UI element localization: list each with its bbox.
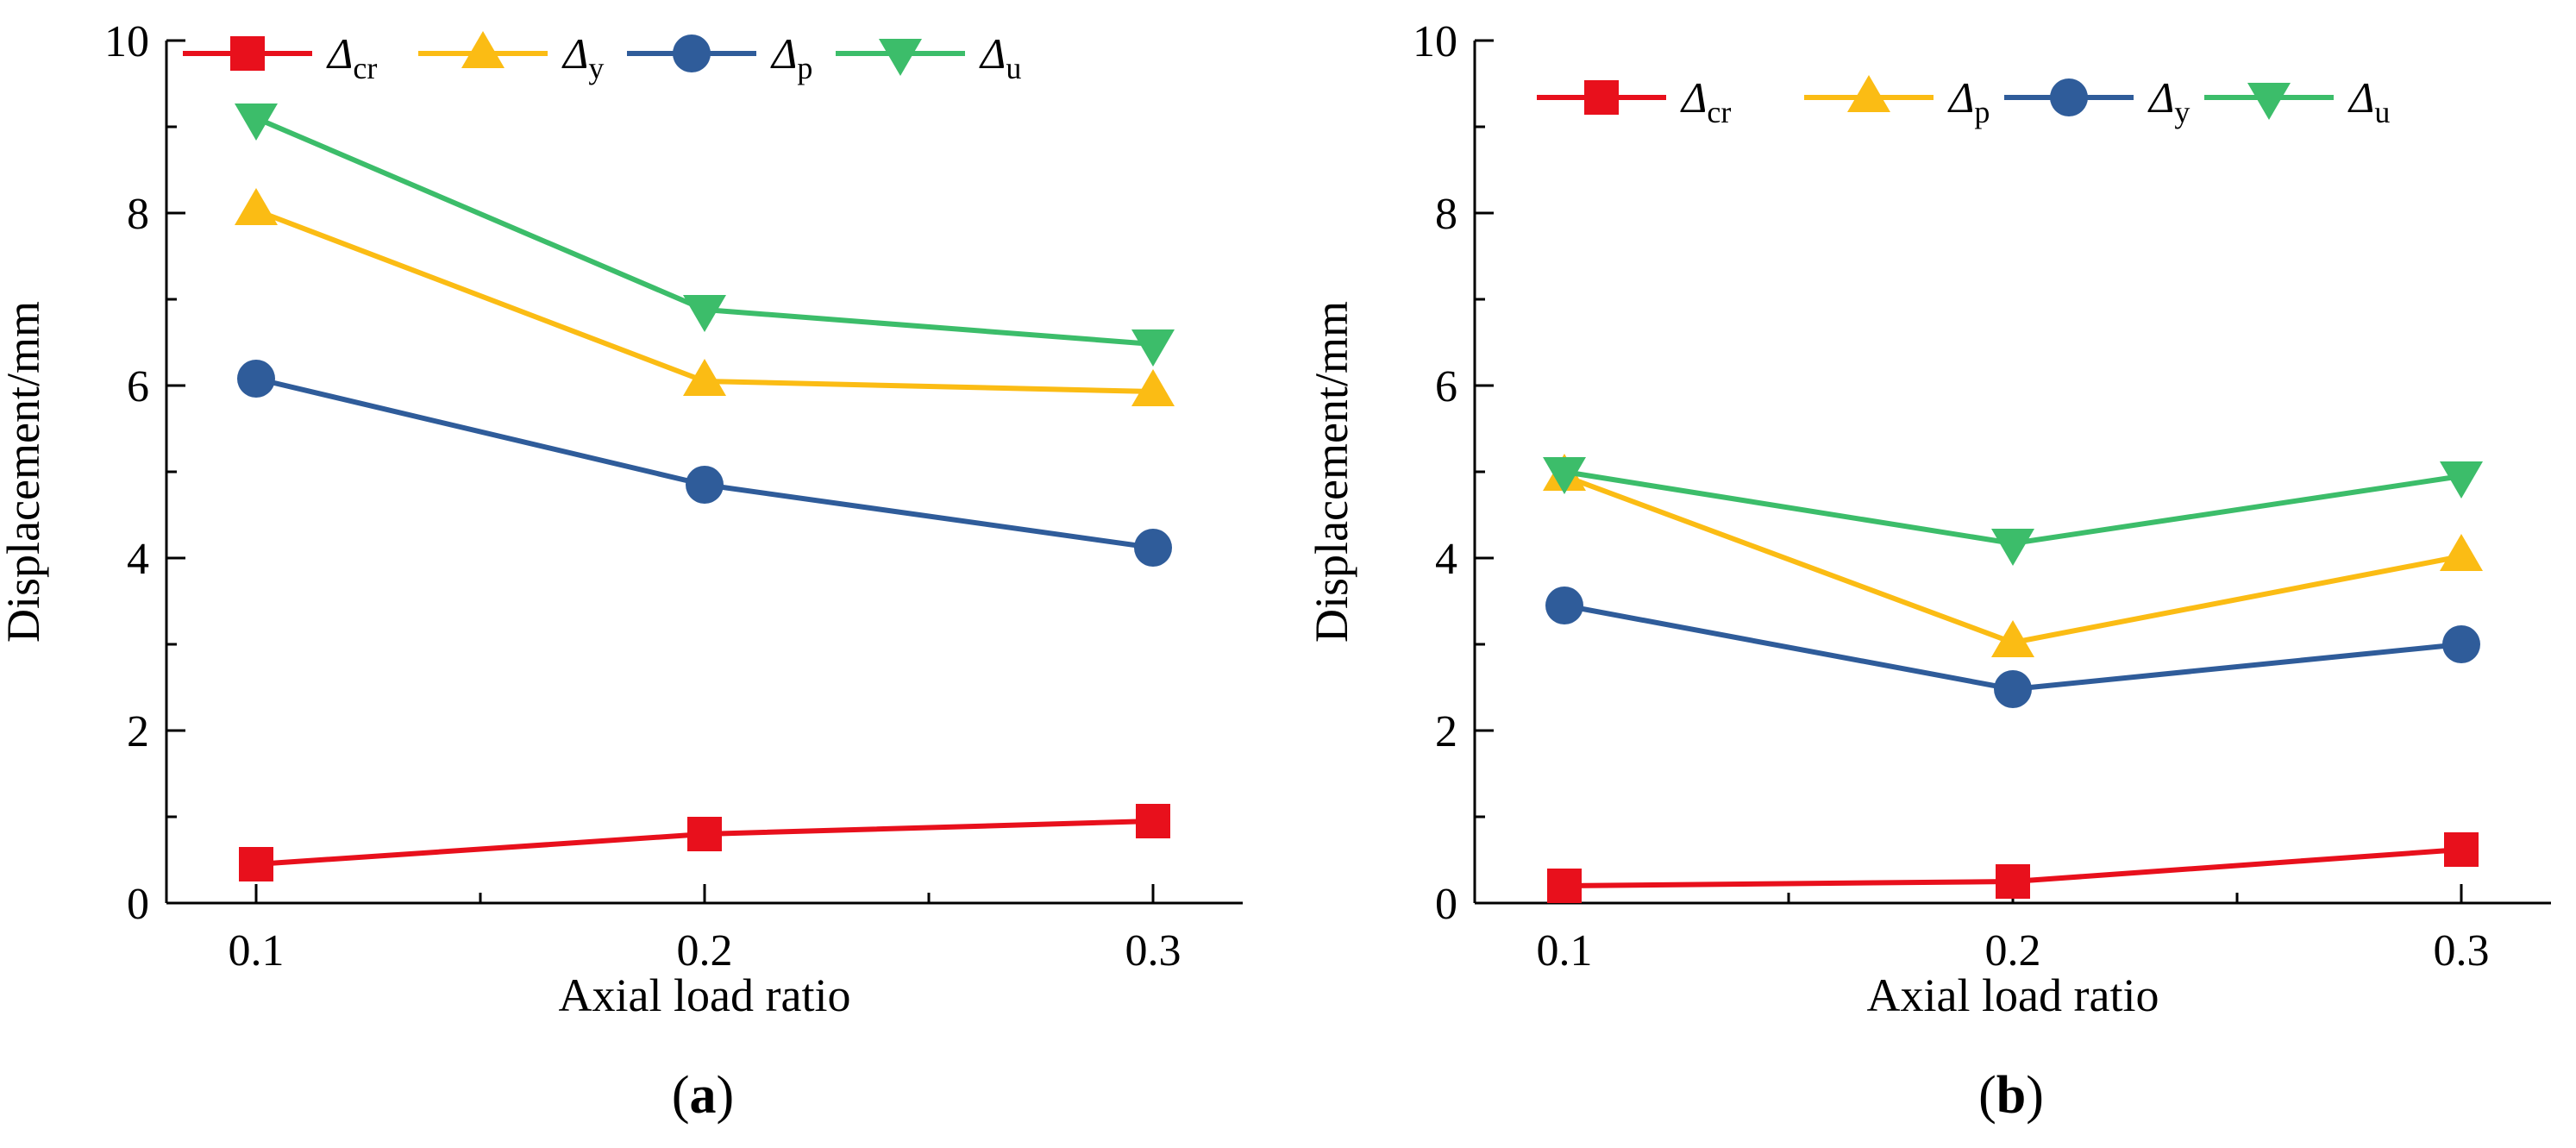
chart-panel-b: 0 2 4 6 8 10 0.1 0.2 0.3 Axial load ratio Displace… (1288, 0, 2576, 1148)
y-axis-label: Displacement/mm (1306, 301, 1357, 643)
y-tick-label: 10 (1413, 17, 1457, 66)
series-y (1545, 587, 2480, 708)
legend-entry-p: Δp (627, 29, 812, 85)
data-point-p (237, 360, 275, 398)
y-tick-label: 6 (1435, 362, 1457, 411)
y-tick-label: 4 (127, 535, 149, 584)
data-point-u (683, 295, 726, 332)
legend-marker (1847, 75, 1890, 112)
legend-label: Δcr (326, 29, 377, 85)
data-point-cr (1547, 869, 1582, 903)
series-cr (239, 804, 1170, 881)
data-point-u (1131, 329, 1175, 367)
panel-label: (b) (1978, 1066, 2044, 1125)
data-point-u (1543, 457, 1586, 494)
y-tick-label: 2 (1435, 707, 1457, 756)
y-tick-label: 2 (127, 707, 149, 756)
data-point-p (2440, 534, 2483, 571)
data-point-y (1994, 670, 2032, 708)
y-axis-label: Displacement/mm (0, 301, 49, 643)
legend-marker (1584, 80, 1619, 115)
x-tick-label: 0.2 (1985, 926, 2041, 975)
legend-marker (2247, 83, 2291, 120)
data-point-y (1545, 587, 1583, 624)
legend-marker (230, 36, 265, 71)
chart-b-svg: 0 2 4 6 8 10 0.1 0.2 0.3 Axial load ratio Displace… (1306, 17, 2551, 1125)
legend: Δcr Δy Δp Δu (183, 29, 1021, 85)
series-p (237, 360, 1172, 567)
y-tick-label: 6 (127, 362, 149, 411)
data-point-cr (239, 847, 273, 881)
data-point-p (1134, 529, 1172, 567)
data-point-cr (2444, 832, 2479, 867)
data-point-cr (1136, 804, 1170, 838)
x-axis-label: Axial load ratio (1867, 969, 2159, 1021)
legend-marker (461, 31, 505, 68)
series-u (1543, 457, 2483, 566)
data-point-p (686, 466, 724, 504)
legend-label: Δu (979, 29, 1021, 85)
legend: Δcr Δp Δy Δu (1537, 73, 2390, 129)
x-tick-label: 0.3 (1125, 926, 1181, 975)
x-tick-label: 0.2 (677, 926, 733, 975)
y-tick-label: 4 (1435, 535, 1457, 584)
chart-panel-a: 0 2 4 6 8 10 0.1 0.2 0.3 Axial load ratio Displace… (0, 17, 1243, 1125)
panel-label: (a) (672, 1066, 734, 1125)
data-point-y (2442, 625, 2480, 663)
x-tick-label: 0.1 (229, 926, 285, 975)
x-tick-label: 0.1 (1537, 926, 1593, 975)
legend-marker (2050, 78, 2088, 116)
series-line-p (255, 376, 1154, 550)
legend-entry-cr: Δcr (183, 29, 377, 85)
y-tick-label: 8 (1435, 190, 1457, 239)
legend-label: Δp (1947, 73, 1990, 129)
legend-label: Δp (770, 29, 812, 85)
x-tick-label: 0.3 (2434, 926, 2490, 975)
y-tick-label: 10 (104, 17, 149, 66)
data-point-y (683, 359, 726, 396)
legend-label: Δy (561, 29, 604, 85)
legend-label: Δu (2347, 73, 2390, 129)
series-p (1543, 454, 2483, 657)
y-tick-label: 0 (127, 880, 149, 929)
legend-label: Δy (2147, 73, 2190, 129)
data-point-u (1991, 529, 2034, 566)
legend-marker (879, 39, 922, 76)
y-tick-label: 8 (127, 190, 149, 239)
legend-entry-u: Δu (836, 29, 1021, 85)
y-tick-label: 0 (1435, 880, 1457, 929)
data-point-y (1131, 369, 1175, 406)
data-point-u (2440, 461, 2483, 499)
data-point-cr (1996, 864, 2030, 899)
legend-label: Δcr (1680, 73, 1731, 129)
x-axis-label: Axial load ratio (559, 969, 851, 1021)
series-y (235, 188, 1175, 406)
legend-entry-y: Δy (2004, 73, 2190, 129)
legend-entry-u: Δu (2204, 73, 2390, 129)
data-point-p (1991, 620, 2034, 657)
legend-entry-p: Δp (1804, 73, 1990, 129)
data-point-u (235, 104, 278, 141)
data-point-cr (687, 817, 722, 851)
legend-marker (673, 35, 711, 72)
series-cr (1547, 832, 2479, 903)
chart-a-svg: 0 2 4 6 8 10 0.1 0.2 0.3 Axial load ratio Displace… (0, 17, 1243, 1125)
series-u (235, 104, 1175, 367)
legend-entry-y: Δy (418, 29, 604, 85)
legend-entry-cr: Δcr (1537, 73, 1731, 129)
data-point-y (235, 188, 278, 225)
